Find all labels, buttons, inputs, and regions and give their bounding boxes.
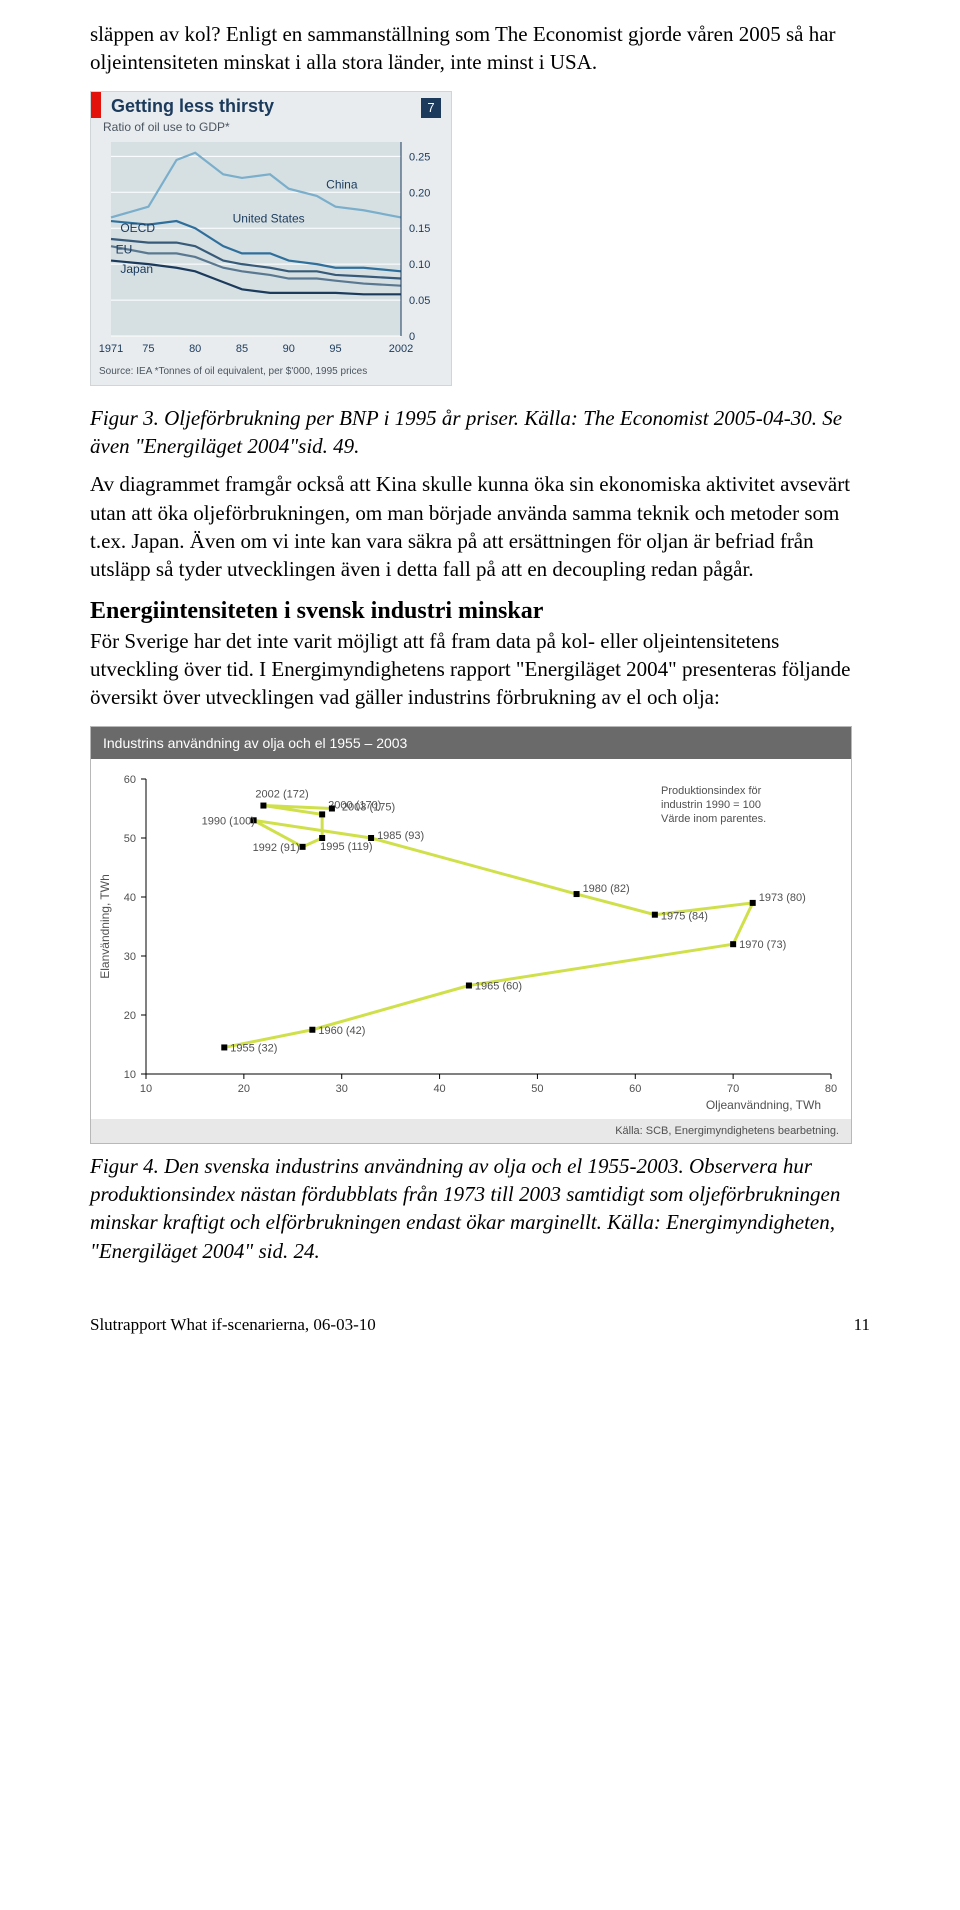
intro-paragraph: släppen av kol? Enligt en sammanställnin… <box>90 20 870 77</box>
svg-text:China: China <box>326 177 358 191</box>
figure-4-caption: Figur 4. Den svenska industrins användni… <box>90 1152 870 1265</box>
svg-text:0.20: 0.20 <box>409 187 430 199</box>
chart-source: Source: IEA *Tonnes of oil equivalent, p… <box>91 362 451 385</box>
red-tab <box>91 92 101 118</box>
svg-text:1985 (93): 1985 (93) <box>377 830 424 842</box>
svg-text:70: 70 <box>727 1083 739 1095</box>
chart2-header: Industrins användning av olja och el 195… <box>91 727 851 759</box>
svg-text:2002 (172): 2002 (172) <box>255 788 308 800</box>
footer-title: Slutrapport What if-scenarierna, 06-03-1… <box>90 1315 376 1335</box>
page: släppen av kol? Enligt en sammanställnin… <box>0 0 960 1365</box>
svg-text:50: 50 <box>531 1083 543 1095</box>
svg-text:1980 (82): 1980 (82) <box>583 883 630 895</box>
svg-text:1965 (60): 1965 (60) <box>475 980 522 992</box>
svg-text:1995 (119): 1995 (119) <box>320 841 372 853</box>
chart2-source: Källa: SCB, Energimyndighetens bearbetni… <box>91 1119 851 1143</box>
svg-text:OECD: OECD <box>120 221 155 235</box>
svg-text:0: 0 <box>409 331 415 343</box>
svg-text:10: 10 <box>140 1083 152 1095</box>
page-footer: Slutrapport What if-scenarierna, 06-03-1… <box>90 1315 870 1335</box>
svg-text:Produktionsindex för: Produktionsindex för <box>661 785 762 797</box>
chart-subtitle: Ratio of oil use to GDP* <box>103 120 230 134</box>
svg-text:0.15: 0.15 <box>409 223 430 235</box>
svg-text:2003 (175): 2003 (175) <box>342 801 395 813</box>
svg-text:1992 (91): 1992 (91) <box>253 842 300 854</box>
svg-text:1971: 1971 <box>99 343 123 355</box>
chart-title: Getting less thirsty <box>111 96 274 117</box>
svg-text:1975 (84): 1975 (84) <box>661 910 708 922</box>
svg-text:0.05: 0.05 <box>409 295 430 307</box>
paragraph-after-fig3: Av diagrammet framgår också att Kina sku… <box>90 470 870 583</box>
svg-text:60: 60 <box>124 774 136 786</box>
paragraph-sweden: För Sverige har det inte varit möjligt a… <box>90 627 870 712</box>
chart-corner-number: 7 <box>421 98 441 118</box>
svg-text:20: 20 <box>124 1010 136 1022</box>
svg-text:50: 50 <box>124 833 136 845</box>
svg-text:85: 85 <box>236 343 248 355</box>
svg-text:1960 (42): 1960 (42) <box>318 1025 365 1037</box>
page-number: 11 <box>854 1315 870 1335</box>
svg-text:1990 (100): 1990 (100) <box>202 815 255 827</box>
svg-text:20: 20 <box>238 1083 250 1095</box>
svg-text:95: 95 <box>329 343 341 355</box>
svg-text:75: 75 <box>142 343 154 355</box>
svg-text:80: 80 <box>189 343 201 355</box>
svg-text:40: 40 <box>433 1083 445 1095</box>
chart-industry-energy: Industrins användning av olja och el 195… <box>90 726 852 1144</box>
svg-text:Japan: Japan <box>120 261 153 275</box>
svg-text:80: 80 <box>825 1083 837 1095</box>
svg-text:10: 10 <box>124 1069 136 1081</box>
figure-3-caption: Figur 3. Oljeförbrukning per BNP i 1995 … <box>90 404 870 461</box>
svg-text:60: 60 <box>629 1083 641 1095</box>
figure-3: 7 Getting less thirsty Ratio of oil use … <box>90 91 870 386</box>
svg-text:United States: United States <box>233 211 305 225</box>
svg-text:Elanvändning, TWh: Elanvändning, TWh <box>98 874 112 979</box>
svg-text:0.10: 0.10 <box>409 259 430 271</box>
section-heading: Energiintensiteten i svensk industri min… <box>90 598 870 625</box>
svg-text:2002: 2002 <box>389 343 413 355</box>
svg-text:40: 40 <box>124 892 136 904</box>
svg-text:90: 90 <box>283 343 295 355</box>
svg-text:Värde inom parentes.: Värde inom parentes. <box>661 813 766 825</box>
svg-text:30: 30 <box>124 951 136 963</box>
svg-text:1973 (80): 1973 (80) <box>759 892 806 904</box>
svg-text:EU: EU <box>116 242 133 256</box>
chart-oil-gdp: 7 Getting less thirsty Ratio of oil use … <box>90 91 452 386</box>
svg-text:industrin 1990 = 100: industrin 1990 = 100 <box>661 799 761 811</box>
svg-text:Oljeanvändning, TWh: Oljeanvändning, TWh <box>706 1098 821 1112</box>
svg-text:1955 (32): 1955 (32) <box>230 1042 277 1054</box>
svg-text:1970 (73): 1970 (73) <box>739 939 786 951</box>
figure-4: Industrins användning av olja och el 195… <box>90 726 870 1144</box>
svg-text:30: 30 <box>336 1083 348 1095</box>
svg-text:0.25: 0.25 <box>409 151 430 163</box>
